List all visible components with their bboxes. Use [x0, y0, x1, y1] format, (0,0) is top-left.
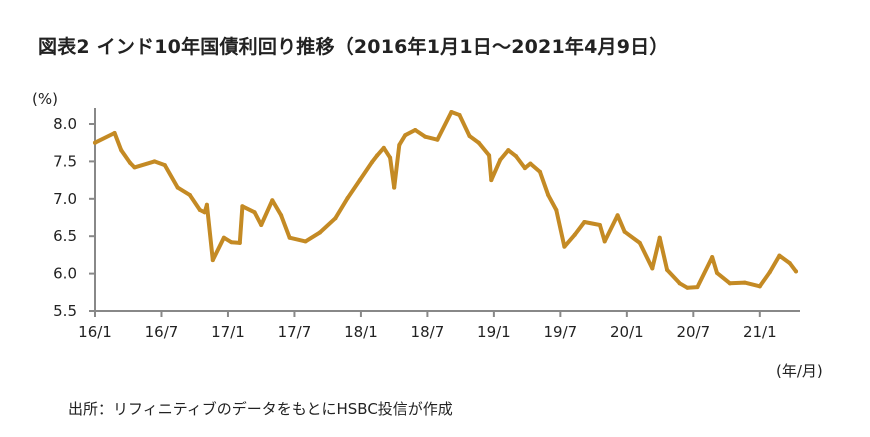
data-point: [162, 163, 167, 168]
data-point: [303, 239, 308, 244]
data-point: [467, 133, 472, 138]
data-point: [375, 153, 380, 158]
x-tick-label: 18/7: [411, 323, 445, 341]
data-point: [650, 266, 655, 271]
data-point: [582, 219, 587, 224]
data-point: [554, 208, 559, 213]
y-tick-label: 7.0: [53, 190, 77, 208]
data-point: [128, 160, 133, 165]
data-point: [528, 161, 533, 166]
data-point: [602, 239, 607, 244]
data-point: [187, 193, 192, 198]
data-point: [506, 148, 511, 153]
data-point: [240, 204, 245, 209]
x-tick-label: 16/1: [78, 323, 112, 341]
data-point: [665, 267, 670, 272]
x-tick-label: 17/1: [211, 323, 245, 341]
x-tick-label: 19/1: [477, 323, 511, 341]
data-point: [229, 240, 234, 245]
x-tick-label: 18/1: [344, 323, 378, 341]
data-point: [657, 235, 662, 240]
yield-line: [93, 110, 798, 290]
data-point: [237, 240, 242, 245]
data-point: [757, 284, 762, 289]
x-tick-label: 21/1: [743, 323, 777, 341]
x-axis-unit: (年/月): [776, 362, 823, 380]
data-point: [514, 154, 519, 159]
data-point: [397, 142, 402, 147]
y-tick-label: 6.0: [53, 265, 77, 283]
data-point: [210, 258, 215, 263]
data-point: [403, 133, 408, 138]
data-point: [546, 193, 551, 198]
source-note: 出所：リフィニティブのデータをもとにHSBC投信が作成: [68, 400, 453, 418]
y-tick-label: 5.5: [53, 302, 77, 320]
data-point: [457, 113, 462, 118]
data-point: [489, 178, 494, 183]
data-point: [487, 153, 492, 158]
data-point: [333, 216, 338, 221]
data-point: [787, 261, 792, 266]
data-point: [793, 269, 798, 274]
data-point: [357, 178, 362, 183]
data-point: [370, 160, 374, 165]
y-tick-label: 6.5: [53, 227, 77, 245]
data-point: [742, 280, 747, 285]
x-tick-label: 20/1: [610, 323, 644, 341]
data-point: [572, 232, 577, 237]
data-point: [767, 270, 772, 275]
data-point: [677, 281, 682, 286]
data-point: [435, 137, 440, 142]
data-point: [119, 148, 124, 153]
data-point: [388, 155, 393, 160]
data-point: [597, 222, 602, 227]
y-axis-unit: (%): [32, 90, 58, 108]
data-point: [449, 110, 454, 115]
data-point: [221, 235, 226, 240]
y-tick-label: 8.0: [53, 115, 77, 133]
data-point: [777, 253, 782, 258]
data-point: [727, 281, 732, 286]
data-point: [152, 159, 157, 164]
x-tick-label: 19/7: [544, 323, 578, 341]
data-point: [279, 213, 284, 218]
data-point: [204, 202, 209, 207]
data-point: [202, 210, 207, 215]
data-point: [538, 169, 543, 174]
data-point: [259, 222, 264, 227]
data-point: [413, 127, 418, 132]
data-point: [637, 240, 642, 245]
data-point: [112, 130, 117, 135]
data-point: [287, 235, 292, 240]
data-point: [197, 208, 202, 213]
data-point: [392, 185, 397, 190]
data-point: [710, 255, 715, 260]
data-point: [615, 213, 620, 218]
data-point: [252, 210, 257, 215]
data-point: [381, 145, 386, 150]
data-point: [317, 230, 322, 235]
x-tick-label: 17/7: [278, 323, 312, 341]
data-point: [270, 198, 275, 203]
data-point: [622, 229, 627, 234]
data-point: [423, 134, 428, 139]
data-point: [345, 196, 350, 201]
data-point: [93, 140, 97, 145]
data-point: [132, 165, 137, 170]
data-point: [562, 244, 567, 249]
data-point: [522, 166, 527, 171]
data-point: [685, 285, 690, 290]
data-point: [498, 157, 503, 162]
data-point: [175, 185, 180, 190]
data-point: [476, 140, 481, 145]
chart-title: 図表2 インド10年国債利回り推移（2016年1月1日～2021年4月9日）: [38, 36, 669, 58]
x-tick-label: 16/7: [145, 323, 179, 341]
data-point: [714, 270, 719, 275]
x-tick-label: 20/7: [676, 323, 710, 341]
data-point: [695, 285, 700, 290]
y-tick-label: 7.5: [53, 152, 77, 170]
